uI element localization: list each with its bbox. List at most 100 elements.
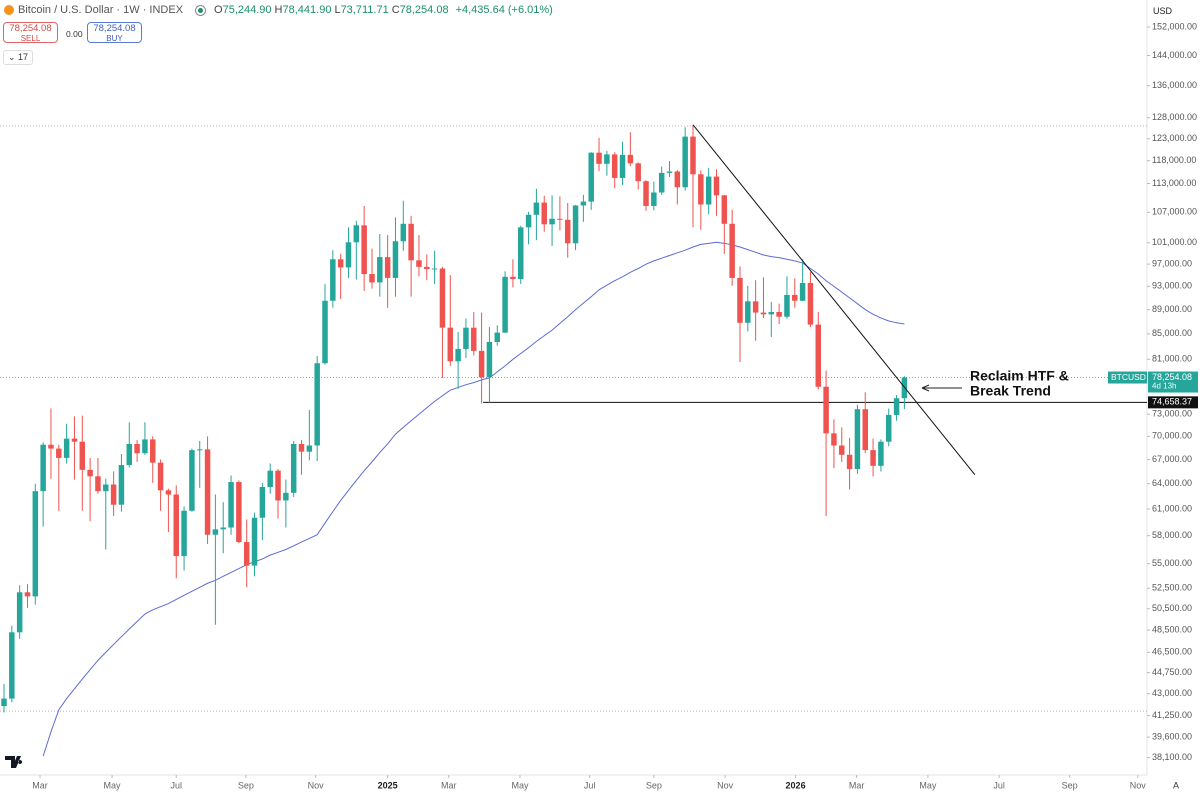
candle-body [533, 202, 540, 215]
candle-body [713, 176, 720, 196]
sell-button[interactable]: 78,254.08 SELL [3, 22, 58, 43]
candle-body [79, 441, 86, 470]
x-tick-label: 2025 [378, 780, 398, 790]
trend-line [692, 124, 976, 476]
candle-body [611, 154, 618, 178]
candle-body [893, 398, 900, 415]
y-tick-label: 113,000.00 [1152, 178, 1196, 188]
candle-body [635, 163, 641, 182]
legend-value: 73,711.71 [340, 4, 389, 16]
candle-body [439, 268, 446, 328]
candle-body [502, 276, 508, 333]
candle-body [361, 225, 367, 275]
candle-body [799, 282, 806, 301]
candle-body [392, 241, 399, 278]
candle-body [604, 154, 610, 164]
candle-body [290, 443, 297, 493]
candle-body [518, 227, 524, 280]
y-tick-label: 123,000.00 [1152, 133, 1197, 143]
candle-body [870, 450, 876, 466]
x-tick-label: Nov [1130, 780, 1147, 790]
candle-body [729, 223, 735, 278]
candle-body [471, 327, 477, 351]
y-tick-label: 97,000.00 [1152, 259, 1192, 269]
candle-body [431, 268, 438, 270]
currency[interactable]: USD [1153, 6, 1173, 16]
candle-body [823, 386, 829, 434]
tv-logo [5, 756, 23, 768]
y-tick-label: 64,000.00 [1152, 478, 1192, 488]
eye-icon[interactable] [195, 4, 207, 16]
y-tick-label: 93,000.00 [1152, 281, 1192, 291]
candle-body [619, 154, 626, 178]
sell-label: SELL [20, 34, 41, 43]
y-tick-label: 48,500.00 [1152, 624, 1192, 634]
candle-body [165, 490, 172, 495]
y-tick-label: 73,000.00 [1152, 409, 1192, 419]
candle-body [220, 527, 226, 530]
candle-body [541, 202, 547, 225]
candle-body [666, 171, 673, 173]
candle-body [337, 259, 344, 268]
level-label-box [1148, 396, 1198, 409]
candle-body [674, 171, 681, 188]
x-tick-label: Nov [308, 780, 325, 790]
legend-value: 78,254.08 [399, 4, 449, 16]
x-tick-label: Jul [993, 780, 1005, 790]
symbol-tag: BTCUSD [1111, 372, 1146, 382]
candle-body [760, 312, 767, 315]
candle-body [580, 201, 587, 206]
candle-body [228, 482, 234, 528]
x-tick-label: Sep [238, 780, 254, 790]
buy-price: 78,254.08 [93, 23, 136, 34]
symbol-name[interactable]: Bitcoin / U.S. Dollar · 1W · INDEX [18, 4, 184, 16]
candle-body [9, 632, 15, 699]
candle-body [549, 218, 555, 225]
candle-body [103, 484, 109, 492]
y-tick-label: 67,000.00 [1152, 454, 1192, 464]
candle-body [839, 445, 845, 455]
spread: 0.00 [66, 29, 83, 39]
candle-body [369, 274, 375, 283]
candle-body [24, 592, 31, 597]
candle-body [204, 449, 211, 535]
scale-mode[interactable]: A [1173, 780, 1179, 790]
candle-body [831, 433, 837, 446]
buy-button[interactable]: 78,254.08 BUY [87, 22, 142, 43]
candle-body [447, 327, 454, 362]
coin-icon [4, 5, 14, 15]
legend-value: 78,441.90 [282, 4, 332, 16]
y-tick-label: 39,600.00 [1152, 732, 1192, 742]
y-tick-label: 38,100.00 [1152, 752, 1192, 762]
x-tick-label: Mar [32, 780, 48, 790]
candle-body [525, 214, 532, 228]
y-tick-label: 52,500.00 [1152, 583, 1192, 593]
candle-body [345, 242, 352, 268]
y-tick-label: 81,000.00 [1152, 354, 1192, 364]
candle-body [486, 341, 493, 378]
indicators-toggle[interactable]: ⌄ 17 [3, 50, 34, 65]
candle-body [110, 484, 117, 505]
candle-body [95, 476, 101, 492]
buy-label: BUY [106, 34, 123, 43]
candle-body [181, 510, 187, 557]
y-tick-label: 85,000.00 [1152, 328, 1192, 338]
legend-key: O [214, 4, 223, 16]
candle-body [705, 176, 712, 205]
arrow-head [921, 384, 930, 392]
candle-body [1, 698, 7, 707]
candle-body [267, 470, 273, 487]
candle-body [330, 259, 336, 301]
legend-key: C [391, 4, 400, 16]
candle-body [118, 465, 125, 505]
y-tick-label: 41,250.00 [1152, 710, 1192, 720]
candle-body [815, 324, 822, 387]
candle-body [32, 491, 39, 597]
candle-body [776, 311, 782, 317]
y-tick-label: 55,000.00 [1152, 558, 1192, 568]
candle-body [314, 363, 320, 446]
candle-body [651, 192, 657, 206]
y-tick-label: 118,000.00 [1152, 155, 1196, 165]
symbol-tag-box [1108, 371, 1147, 384]
countdown: 4d 13h [1152, 382, 1176, 391]
